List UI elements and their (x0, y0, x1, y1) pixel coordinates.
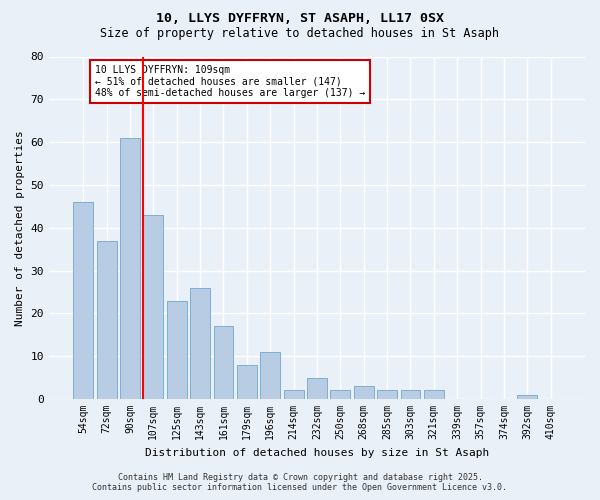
Bar (73, 202, 93, 399)
Y-axis label: Number of detached properties: Number of detached properties (15, 130, 25, 326)
Bar (354, 386, 374, 399)
Bar (331, 390, 350, 399)
Bar (377, 390, 397, 399)
Bar (97, 240, 116, 399)
Bar (120, 138, 140, 399)
Bar (167, 300, 187, 399)
Bar (307, 378, 327, 399)
Text: Contains HM Land Registry data © Crown copyright and database right 2025.
Contai: Contains HM Land Registry data © Crown c… (92, 473, 508, 492)
Bar (143, 215, 163, 399)
Text: Size of property relative to detached houses in St Asaph: Size of property relative to detached ho… (101, 28, 499, 40)
Bar (517, 395, 537, 399)
Bar (190, 288, 210, 399)
Bar (260, 352, 280, 399)
Bar (214, 326, 233, 399)
Bar (237, 365, 257, 399)
Text: 10 LLYS DYFFRYN: 109sqm
← 51% of detached houses are smaller (147)
48% of semi-d: 10 LLYS DYFFRYN: 109sqm ← 51% of detache… (95, 65, 365, 98)
Bar (284, 390, 304, 399)
X-axis label: Distribution of detached houses by size in St Asaph: Distribution of detached houses by size … (145, 448, 489, 458)
Text: 10, LLYS DYFFRYN, ST ASAPH, LL17 0SX: 10, LLYS DYFFRYN, ST ASAPH, LL17 0SX (156, 12, 444, 26)
Bar (424, 390, 444, 399)
Bar (401, 390, 421, 399)
